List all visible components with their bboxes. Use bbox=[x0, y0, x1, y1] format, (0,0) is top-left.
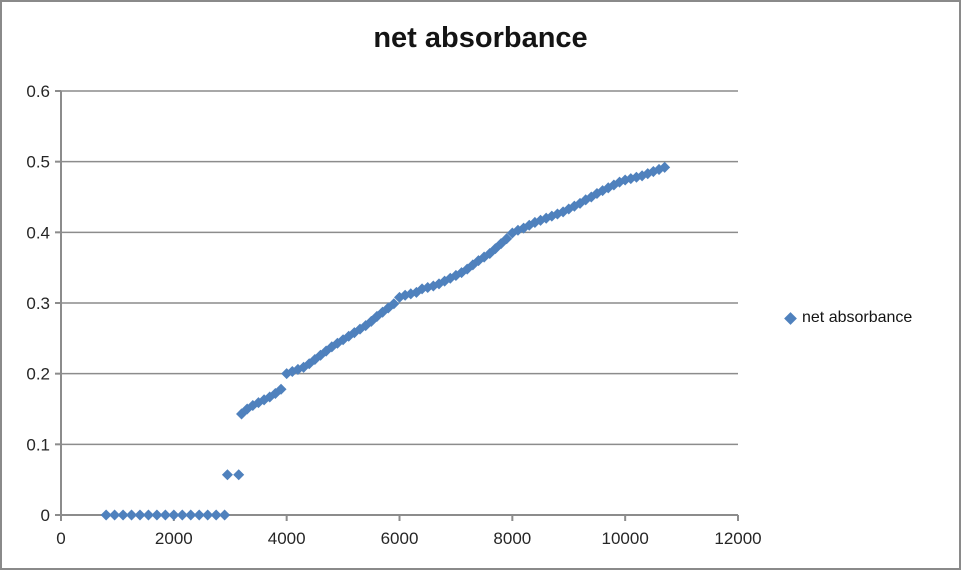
legend-diamond-icon bbox=[784, 311, 797, 325]
x-tick-label: 2000 bbox=[155, 529, 193, 548]
data-point bbox=[388, 298, 400, 310]
x-tick-label: 10000 bbox=[602, 529, 649, 548]
x-tick-label: 12000 bbox=[714, 529, 761, 548]
data-point bbox=[193, 509, 205, 521]
x-tick-label: 0 bbox=[56, 529, 65, 548]
data-point bbox=[151, 509, 163, 521]
y-tick-label: 0.4 bbox=[26, 223, 50, 242]
data-point bbox=[275, 383, 287, 395]
y-tick-label: 0.2 bbox=[26, 365, 50, 384]
data-point bbox=[233, 469, 245, 481]
data-point bbox=[659, 161, 671, 173]
x-tick-label: 4000 bbox=[268, 529, 306, 548]
data-point bbox=[219, 509, 231, 521]
legend-label: net absorbance bbox=[802, 309, 913, 326]
data-point bbox=[117, 509, 129, 521]
chart-title: net absorbance bbox=[373, 22, 588, 54]
y-tick-label: 0.5 bbox=[26, 153, 50, 172]
data-point bbox=[221, 469, 233, 481]
y-tick-label: 0.3 bbox=[26, 294, 50, 313]
y-tick-label: 0.1 bbox=[26, 435, 50, 454]
data-point bbox=[100, 509, 112, 521]
y-tick-label: 0 bbox=[41, 506, 50, 525]
legend: net absorbance bbox=[784, 309, 913, 327]
y-tick-label: 0.6 bbox=[26, 82, 50, 101]
data-point bbox=[134, 509, 146, 521]
data-point bbox=[109, 509, 121, 521]
x-tick-label: 8000 bbox=[493, 529, 531, 548]
data-point bbox=[176, 509, 188, 521]
x-tick-label: 6000 bbox=[381, 529, 419, 548]
